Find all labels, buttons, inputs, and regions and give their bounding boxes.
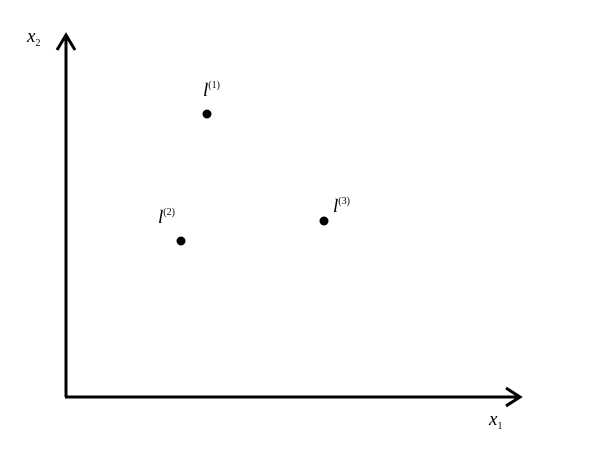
point-3 bbox=[319, 216, 329, 226]
y-axis bbox=[55, 32, 77, 397]
point-1 bbox=[202, 109, 212, 119]
point-2 bbox=[176, 236, 186, 246]
y-axis-label: x2 bbox=[26, 26, 40, 49]
point-3-label: l(3) bbox=[333, 196, 350, 217]
x-axis bbox=[65, 386, 523, 408]
x-axis-label: x1 bbox=[488, 409, 502, 432]
point-1-label: l(1) bbox=[203, 80, 220, 101]
point-2-label: l(2) bbox=[158, 207, 175, 228]
